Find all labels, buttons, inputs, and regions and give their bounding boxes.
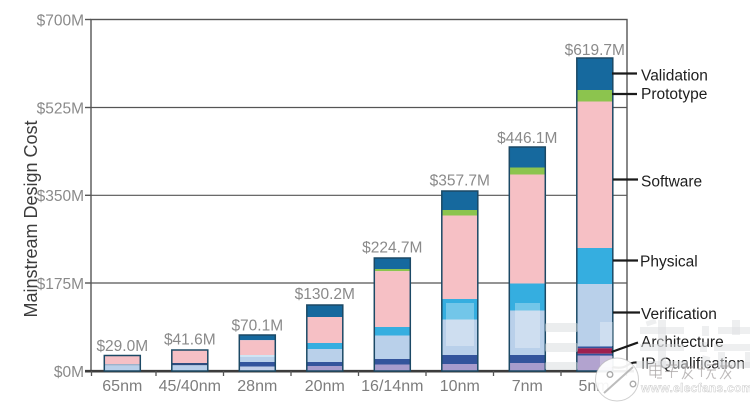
svg-text:Physical: Physical xyxy=(640,254,698,271)
svg-text:45/40nm: 45/40nm xyxy=(159,378,221,395)
svg-text:Software: Software xyxy=(641,174,702,191)
svg-text:16/14nm: 16/14nm xyxy=(361,378,423,395)
svg-text:www.elecfans.com: www.elecfans.com xyxy=(640,381,750,395)
svg-text:Mainstream Design Cost: Mainstream Design Cost xyxy=(21,120,41,317)
svg-text:$357.7M: $357.7M xyxy=(430,173,490,190)
svg-text:10nm: 10nm xyxy=(440,378,480,395)
svg-text:Prototype: Prototype xyxy=(641,86,707,103)
svg-text:$446.1M: $446.1M xyxy=(497,130,557,147)
svg-text:$619.7M: $619.7M xyxy=(565,42,625,59)
svg-text:$29.0M: $29.0M xyxy=(96,338,148,355)
svg-text:$130.2M: $130.2M xyxy=(295,286,355,303)
svg-text:28nm: 28nm xyxy=(237,378,277,395)
svg-text:$175M: $175M xyxy=(37,276,84,293)
svg-text:20nm: 20nm xyxy=(305,378,345,395)
svg-text:65nm: 65nm xyxy=(102,378,142,395)
svg-text:$525M: $525M xyxy=(37,101,84,118)
svg-text:$0M: $0M xyxy=(54,364,84,381)
svg-text:$70.1M: $70.1M xyxy=(231,318,283,335)
svg-text:$700M: $700M xyxy=(37,13,84,30)
svg-text:7nm: 7nm xyxy=(512,378,543,395)
svg-text:$41.6M: $41.6M xyxy=(164,332,216,349)
svg-text:Verification: Verification xyxy=(641,306,717,323)
svg-text:$224.7M: $224.7M xyxy=(362,240,422,257)
svg-text:$350M: $350M xyxy=(37,188,84,205)
svg-text:Validation: Validation xyxy=(641,68,708,85)
